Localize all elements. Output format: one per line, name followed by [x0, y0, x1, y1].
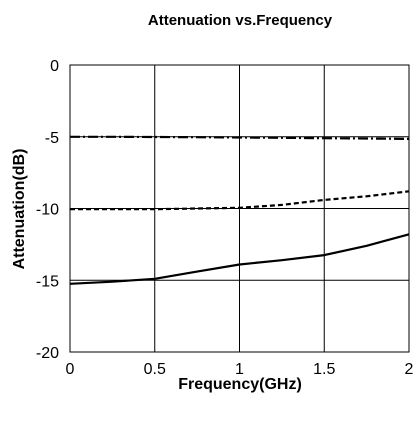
- x-tick-label: 2: [405, 361, 414, 378]
- y-axis-label: Attenuation(dB): [11, 149, 28, 270]
- chart-title: Attenuation vs.Frequency: [148, 12, 333, 29]
- x-tick-label: 0: [66, 361, 75, 378]
- y-tick-label: -10: [36, 202, 59, 219]
- x-tick-label: 1: [235, 361, 244, 378]
- data-series: [69, 135, 410, 285]
- series-line-3: [69, 233, 410, 285]
- y-tick-label: 0: [50, 58, 59, 75]
- x-tick-label: 0.5: [144, 361, 166, 378]
- y-tick-label: -5: [45, 130, 59, 147]
- x-axis-label: Frequency(GHz): [178, 376, 302, 393]
- x-tick-label: 1.5: [313, 361, 335, 378]
- series-line-2: [70, 190, 410, 211]
- tick-labels: 0 0.5 1 1.5 2 0 -5 -10 -15 -20: [36, 58, 414, 378]
- y-tick-label: -20: [36, 345, 59, 362]
- y-tick-label: -15: [36, 273, 59, 290]
- series-line-1: [70, 135, 410, 140]
